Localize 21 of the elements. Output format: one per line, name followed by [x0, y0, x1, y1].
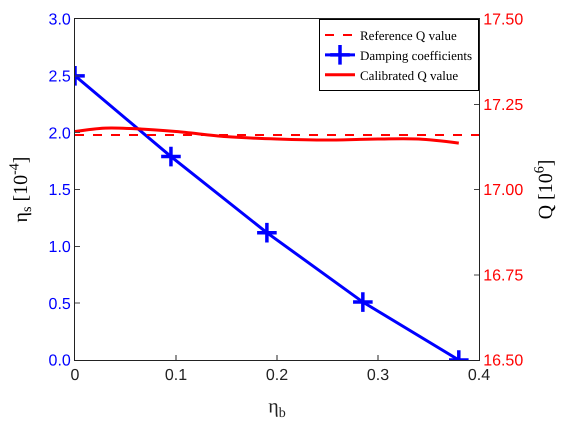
y-tick-label: 0.0 — [48, 352, 71, 370]
legend-label: Calibrated Q value — [360, 68, 458, 83]
y-tick-label: 0.5 — [48, 296, 71, 313]
legend-label: Damping coefficients — [360, 48, 472, 63]
y-tick-label: 1.0 — [48, 238, 71, 256]
x-tick-label: 0.4 — [468, 367, 490, 384]
y-tick-label: 1.5 — [48, 182, 71, 200]
legend-label: Reference Q value — [360, 28, 457, 44]
x-tick-label: 0.3 — [366, 367, 390, 384]
y2-tick-label: 17.25 — [483, 96, 524, 114]
x-axis-title: η$_{b}$ — [268, 396, 286, 421]
y2-tick-label: 16.75 — [483, 267, 524, 284]
y-tick-label: 2.5 — [48, 68, 71, 86]
y2-tick-label: 16.50 — [483, 352, 524, 370]
y-tick-label: 2.0 — [48, 125, 71, 142]
y2-tick-label: 17.50 — [483, 12, 524, 29]
x-tick-label: 0.1 — [164, 367, 188, 384]
y-tick-label: 3.0 — [48, 12, 71, 29]
y2-tick-label: 17.00 — [483, 182, 524, 200]
x-tick-label: 0 — [70, 367, 80, 384]
x-tick-label: 0.2 — [266, 367, 288, 384]
